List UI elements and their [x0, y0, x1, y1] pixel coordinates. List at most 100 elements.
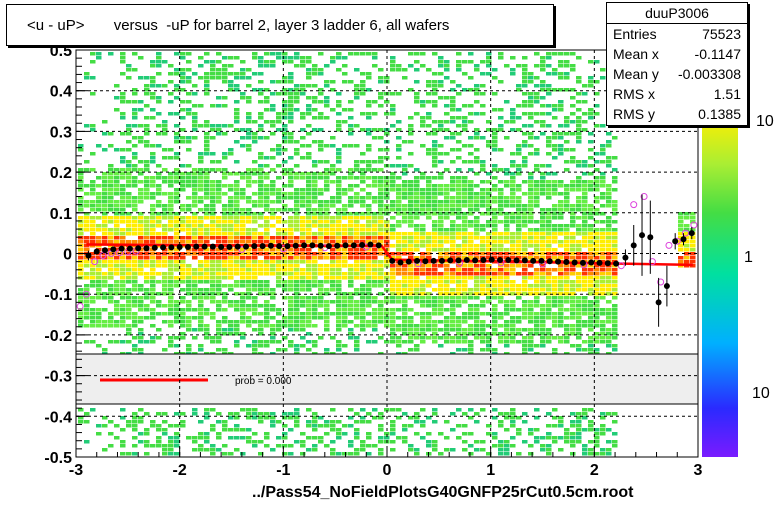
density-cell	[450, 200, 456, 204]
density-cell	[132, 272, 138, 276]
open-point	[238, 245, 246, 253]
density-cell	[378, 264, 384, 268]
density-cell	[228, 232, 234, 236]
density-cell	[234, 228, 240, 232]
density-cell	[210, 288, 216, 292]
density-cell	[414, 344, 420, 348]
density-cell	[300, 324, 306, 328]
density-cell	[324, 220, 330, 224]
density-cell	[294, 52, 300, 56]
density-cell	[492, 132, 498, 136]
density-cell	[294, 96, 300, 100]
density-cell	[372, 56, 378, 60]
density-cell	[510, 188, 516, 192]
density-cell	[234, 204, 240, 208]
density-cell	[402, 208, 408, 212]
density-cell	[324, 212, 330, 216]
density-cell	[420, 244, 426, 248]
density-cell	[570, 156, 576, 160]
density-cell	[576, 208, 582, 212]
density-cell	[258, 304, 264, 308]
density-cell	[450, 300, 456, 304]
stats-label: RMS x	[613, 86, 655, 102]
density-cell	[222, 176, 228, 180]
density-cell	[612, 236, 618, 240]
density-cell	[252, 260, 258, 264]
density-cell	[510, 68, 516, 72]
density-cell	[390, 440, 396, 444]
density-cell	[600, 260, 606, 264]
density-cell	[366, 212, 372, 216]
density-cell	[552, 72, 558, 76]
density-cell	[498, 452, 504, 456]
density-cell	[522, 304, 528, 308]
density-cell	[582, 320, 588, 324]
density-cell	[282, 232, 288, 236]
density-cell	[510, 160, 516, 164]
density-cell	[234, 292, 240, 296]
density-cell	[444, 268, 450, 272]
density-cell	[360, 320, 366, 324]
density-cell	[366, 208, 372, 212]
density-cell	[162, 132, 168, 136]
density-cell	[324, 320, 330, 324]
density-cell	[318, 144, 324, 148]
density-cell	[180, 180, 186, 184]
density-cell	[144, 164, 150, 168]
density-cell	[108, 192, 114, 196]
density-cell	[258, 56, 264, 60]
density-cell	[480, 264, 486, 268]
density-cell	[498, 324, 504, 328]
density-cell	[606, 412, 612, 416]
density-cell	[168, 224, 174, 228]
density-cell	[198, 152, 204, 156]
density-cell	[462, 332, 468, 336]
density-cell	[588, 284, 594, 288]
density-cell	[504, 248, 510, 252]
density-cell	[306, 252, 312, 256]
density-cell	[144, 236, 150, 240]
density-cell	[84, 228, 90, 232]
profile-point	[639, 194, 646, 276]
density-cell	[348, 204, 354, 208]
density-cell	[282, 236, 288, 240]
density-cell	[420, 296, 426, 300]
density-cell	[552, 104, 558, 108]
density-cell	[318, 128, 324, 132]
density-cell	[498, 272, 504, 276]
density-cell	[210, 316, 216, 320]
density-cell	[132, 344, 138, 348]
density-cell	[546, 72, 552, 76]
density-cell	[204, 232, 210, 236]
density-cell	[246, 68, 252, 72]
density-cell	[504, 312, 510, 316]
density-cell	[480, 200, 486, 204]
density-cell	[294, 252, 300, 256]
density-cell	[516, 240, 522, 244]
density-cell	[420, 172, 426, 176]
density-cell	[150, 324, 156, 328]
density-cell	[300, 204, 306, 208]
density-cell	[282, 436, 288, 440]
density-cell	[582, 188, 588, 192]
density-cell	[438, 144, 444, 148]
density-cell	[222, 332, 228, 336]
density-cell	[234, 252, 240, 256]
density-cell	[150, 204, 156, 208]
density-cell	[276, 56, 282, 60]
density-cell	[204, 208, 210, 212]
density-cell	[312, 324, 318, 328]
density-cell	[426, 432, 432, 436]
density-cell	[558, 216, 564, 220]
density-cell	[360, 240, 366, 244]
density-cell	[492, 108, 498, 112]
density-cell	[372, 272, 378, 276]
density-cell	[222, 184, 228, 188]
density-cell	[156, 232, 162, 236]
density-cell	[132, 260, 138, 264]
density-cell	[426, 256, 432, 260]
density-cell	[126, 204, 132, 208]
density-cell	[432, 164, 438, 168]
density-cell	[444, 236, 450, 240]
density-cell	[390, 208, 396, 212]
